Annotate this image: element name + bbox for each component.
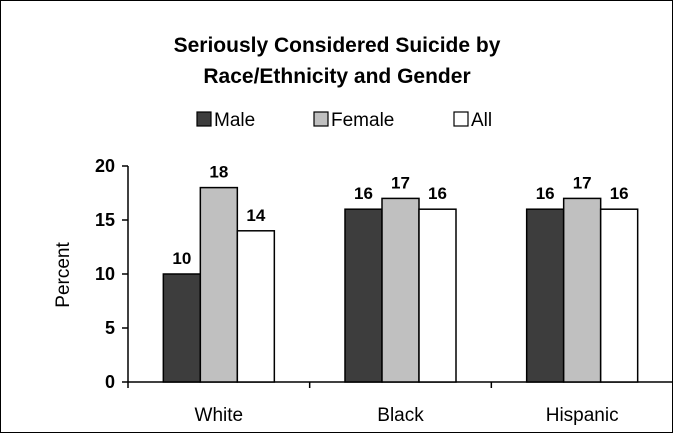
y-tick-label: 0 [105,372,115,392]
data-label: 10 [172,249,191,268]
x-category-label: White [195,405,244,426]
data-label: 16 [610,184,629,203]
data-label: 17 [573,173,592,192]
bar-male-black [344,208,383,383]
y-axis-label: Percent [53,242,74,308]
bar-all-hispanic [599,208,639,383]
data-label: 16 [354,184,373,203]
bar-all-black [418,208,457,383]
bar-female-hispanic [562,197,602,383]
plot-area: 0 5 10 15 20 10 18 14 White 16 17 16 Black 16 17 16 Hisp… [95,156,673,426]
y-tick-label: 5 [105,318,115,338]
data-label: 14 [246,206,265,225]
data-label: 16 [428,184,447,203]
data-label: 16 [536,184,555,203]
y-tick-label: 15 [95,210,115,230]
bar-female-white [199,186,239,383]
bar-male-white [162,273,202,383]
legend-label-male: Male [214,110,255,131]
x-category-label: Black [377,405,424,426]
x-category-label: Hispanic [546,405,619,426]
y-tick-label: 20 [95,156,115,176]
chart-title-line-1: Seriously Considered Suicide by [174,34,501,57]
legend-swatch-male [196,111,212,127]
bar-female-black [381,197,420,383]
data-label: 18 [209,163,228,182]
chart-title-line-2: Race/Ethnicity and Gender [203,65,470,88]
legend-swatch-female [313,111,329,127]
legend-label-female: Female [331,110,394,131]
data-label: 17 [391,173,410,192]
legend-swatch-all [453,111,469,127]
legend-label-all: All [471,110,492,131]
legend: Male Female All [196,110,492,131]
bar-male-hispanic [525,208,565,383]
y-tick-label: 10 [95,264,115,284]
bar-all-white [236,230,276,383]
